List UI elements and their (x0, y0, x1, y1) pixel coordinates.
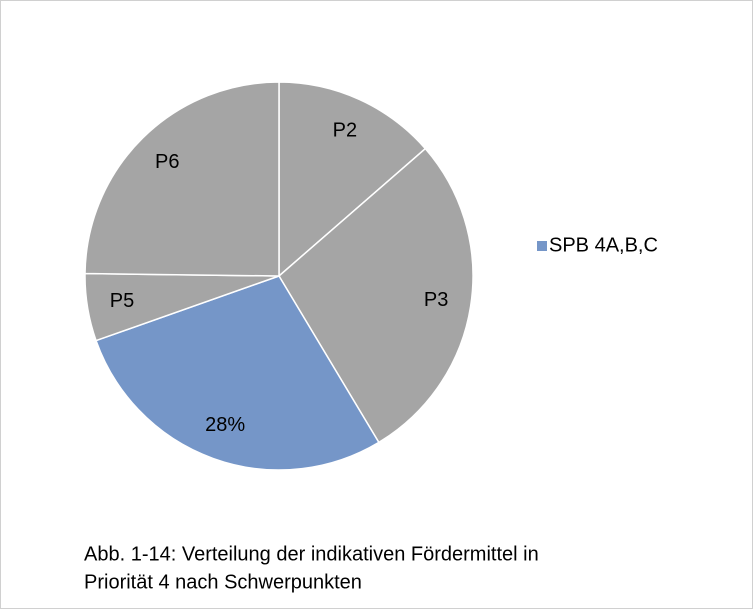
slice-label: P5 (110, 290, 134, 312)
slice-label: P2 (333, 120, 357, 142)
legend-label: SPB 4A,B,C (549, 234, 658, 256)
caption-line: Priorität 4 nach Schwerpunkten (84, 571, 362, 593)
legend-swatch (537, 241, 547, 251)
pie-slice (278, 81, 427, 278)
pie-slice (95, 275, 380, 471)
caption-line: Abb. 1-14: Verteilung der indikativen Fö… (84, 543, 539, 565)
data-label: 28% (205, 414, 245, 436)
pie-slice (278, 147, 474, 444)
slice-label: P6 (155, 151, 179, 173)
pie-slice (84, 81, 280, 277)
slice-label: P3 (424, 289, 448, 311)
